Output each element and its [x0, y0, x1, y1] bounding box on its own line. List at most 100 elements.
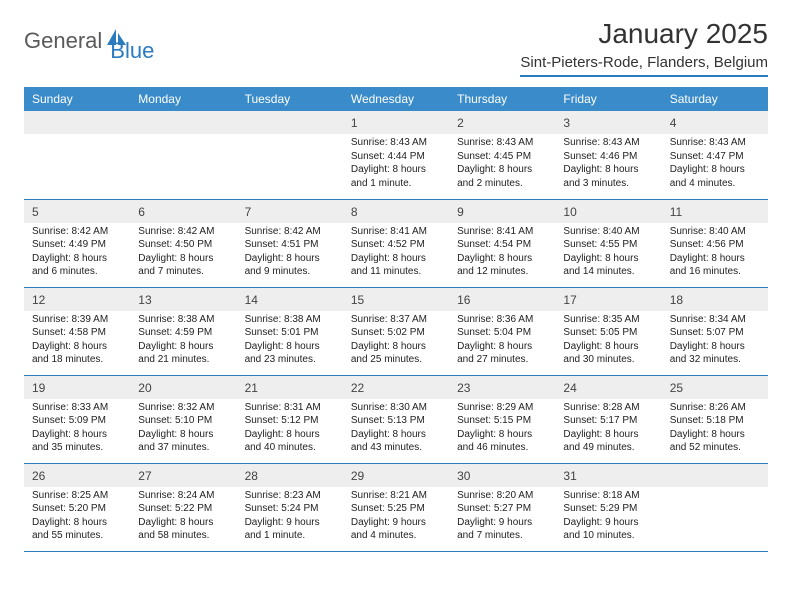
sunset-text: Sunset: 4:54 PM: [457, 238, 547, 252]
cell-content: Sunrise: 8:21 AMSunset: 5:25 PMDaylight:…: [343, 487, 449, 547]
calendar-cell: 1Sunrise: 8:43 AMSunset: 4:44 PMDaylight…: [343, 111, 449, 199]
weekday-header: Wednesday: [343, 87, 449, 111]
cell-content: Sunrise: 8:35 AMSunset: 5:05 PMDaylight:…: [555, 311, 661, 371]
weekday-header: Sunday: [24, 87, 130, 111]
day-number: 14: [245, 293, 258, 307]
day-number: 3: [563, 116, 570, 130]
day-number: 10: [563, 205, 576, 219]
daylight-text: Daylight: 8 hours and 3 minutes.: [563, 163, 653, 190]
day-number: [245, 116, 248, 130]
daylight-text: Daylight: 8 hours and 40 minutes.: [245, 428, 335, 455]
daynum-row: 3: [555, 111, 661, 134]
sunrise-text: Sunrise: 8:20 AM: [457, 489, 547, 503]
calendar-cell: 20 Sunrise: 8:32 AMSunset: 5:10 PMDayligh…: [130, 375, 236, 463]
sunrise-text: Sunrise: 8:43 AM: [563, 136, 653, 150]
daynum-row: 16: [449, 288, 555, 311]
sunset-text: Sunset: 4:52 PM: [351, 238, 441, 252]
day-number: 25: [670, 381, 683, 395]
day-number: 11: [670, 205, 682, 219]
daylight-text: Daylight: 8 hours and 49 minutes.: [563, 428, 653, 455]
cell-content: Sunrise: 8:40 AMSunset: 4:56 PMDaylight:…: [662, 223, 768, 283]
sunset-text: Sunset: 5:07 PM: [670, 326, 760, 340]
daylight-text: Daylight: 8 hours and 58 minutes.: [138, 516, 228, 543]
calendar-cell: 8Sunrise: 8:41 AMSunset: 4:52 PMDaylight…: [343, 199, 449, 287]
weekday-header: Monday: [130, 87, 236, 111]
header: General Blue January 2025 Sint-Pieters-R…: [0, 0, 792, 81]
daylight-text: Daylight: 8 hours and 9 minutes.: [245, 252, 335, 279]
daynum-row: 4: [662, 111, 768, 134]
day-number: 5: [32, 205, 39, 219]
daylight-text: Daylight: 8 hours and 11 minutes.: [351, 252, 441, 279]
calendar-week: 26Sunrise: 8:25 AMSunset: 5:20 PMDayligh…: [24, 463, 768, 551]
daylight-text: Daylight: 8 hours and 27 minutes.: [457, 340, 547, 367]
sunset-text: Sunset: 4:47 PM: [670, 150, 760, 164]
day-number: 30: [457, 469, 470, 483]
cell-content: Sunrise: 8:40 AMSunset: 4:55 PMDaylight:…: [555, 223, 661, 283]
cell-content: Sunrise: 8:42 AMSunset: 4:50 PMDaylight:…: [130, 223, 236, 283]
sunrise-text: Sunrise: 8:42 AM: [138, 225, 228, 239]
daylight-text: Daylight: 8 hours and 35 minutes.: [32, 428, 122, 455]
daylight-text: Daylight: 8 hours and 1 minute.: [351, 163, 441, 190]
cell-content: Sunrise: 8:42 AMSunset: 4:51 PMDaylight:…: [237, 223, 343, 283]
daynum-row: 10: [555, 200, 661, 223]
daynum-row: 29: [343, 464, 449, 487]
title-block: January 2025 Sint-Pieters-Rode, Flanders…: [520, 18, 768, 77]
daynum-row: [130, 111, 236, 134]
calendar-cell: 14Sunrise: 8:38 AMSunset: 5:01 PMDayligh…: [237, 287, 343, 375]
sunset-text: Sunset: 4:44 PM: [351, 150, 441, 164]
sunrise-text: Sunrise: 8:37 AM: [351, 313, 441, 327]
sunrise-text: Sunrise: 8:41 AM: [351, 225, 441, 239]
cell-content: Sunrise: 8:37 AMSunset: 5:02 PMDaylight:…: [343, 311, 449, 371]
daynum-row: 5: [24, 200, 130, 223]
cell-content: Sunrise: 8:30 AMSunset: 5:13 PMDaylight:…: [343, 399, 449, 459]
calendar-cell: 21Sunrise: 8:31 AMSunset: 5:12 PMDayligh…: [237, 375, 343, 463]
sunset-text: Sunset: 5:02 PM: [351, 326, 441, 340]
day-number: 31: [563, 469, 576, 483]
daylight-text: Daylight: 9 hours and 4 minutes.: [351, 516, 441, 543]
calendar-cell: 30Sunrise: 8:20 AMSunset: 5:27 PMDayligh…: [449, 463, 555, 551]
daynum-row: 27: [130, 464, 236, 487]
day-number: 20: [138, 381, 151, 395]
cell-content: [237, 134, 343, 190]
day-number: 18: [670, 293, 683, 307]
sunrise-text: Sunrise: 8:42 AM: [32, 225, 122, 239]
sunset-text: Sunset: 5:20 PM: [32, 502, 122, 516]
sunrise-text: Sunrise: 8:26 AM: [670, 401, 760, 415]
day-number: 19: [32, 381, 45, 395]
calendar-cell: [662, 463, 768, 551]
calendar-cell: 24 Sunrise: 8:28 AMSunset: 5:17 PMDayligh…: [555, 375, 661, 463]
sunrise-text: Sunrise: 8:33 AM: [32, 401, 122, 415]
daynum-row: 14: [237, 288, 343, 311]
cell-content: Sunrise: 8:24 AMSunset: 5:22 PMDaylight:…: [130, 487, 236, 547]
sunrise-text: Sunrise: 8:40 AM: [670, 225, 760, 239]
daylight-text: Daylight: 8 hours and 7 minutes.: [138, 252, 228, 279]
sunset-text: Sunset: 4:58 PM: [32, 326, 122, 340]
cell-content: Sunrise: 8:41 AMSunset: 4:52 PMDaylight:…: [343, 223, 449, 283]
sunrise-text: Sunrise: 8:30 AM: [351, 401, 441, 415]
cell-content: Sunrise: 8:36 AMSunset: 5:04 PMDaylight:…: [449, 311, 555, 371]
sunset-text: Sunset: 4:51 PM: [245, 238, 335, 252]
daylight-text: Daylight: 8 hours and 4 minutes.: [670, 163, 760, 190]
day-number: 6: [138, 205, 145, 219]
sunset-text: Sunset: 5:22 PM: [138, 502, 228, 516]
weekday-header: Saturday: [662, 87, 768, 111]
calendar-cell: 7Sunrise: 8:42 AMSunset: 4:51 PMDaylight…: [237, 199, 343, 287]
daynum-row: [24, 111, 130, 134]
daylight-text: Daylight: 8 hours and 2 minutes.: [457, 163, 547, 190]
daynum-row: [237, 111, 343, 134]
cell-content: Sunrise: 8:43 AMSunset: 4:45 PMDaylight:…: [449, 134, 555, 194]
day-number: [138, 116, 141, 130]
sunrise-text: Sunrise: 8:28 AM: [563, 401, 653, 415]
day-number: 22: [351, 381, 364, 395]
daynum-row: 25: [662, 376, 768, 399]
sunrise-text: Sunrise: 8:36 AM: [457, 313, 547, 327]
daynum-row: 24: [555, 376, 661, 399]
sunset-text: Sunset: 5:13 PM: [351, 414, 441, 428]
sunset-text: Sunset: 5:17 PM: [563, 414, 653, 428]
daylight-text: Daylight: 9 hours and 7 minutes.: [457, 516, 547, 543]
sunset-text: Sunset: 5:15 PM: [457, 414, 547, 428]
sunset-text: Sunset: 4:59 PM: [138, 326, 228, 340]
day-number: 1: [351, 116, 358, 130]
daynum-row: 11: [662, 200, 768, 223]
cell-content: Sunrise: 8:32 AMSunset: 5:10 PMDaylight:…: [130, 399, 236, 459]
